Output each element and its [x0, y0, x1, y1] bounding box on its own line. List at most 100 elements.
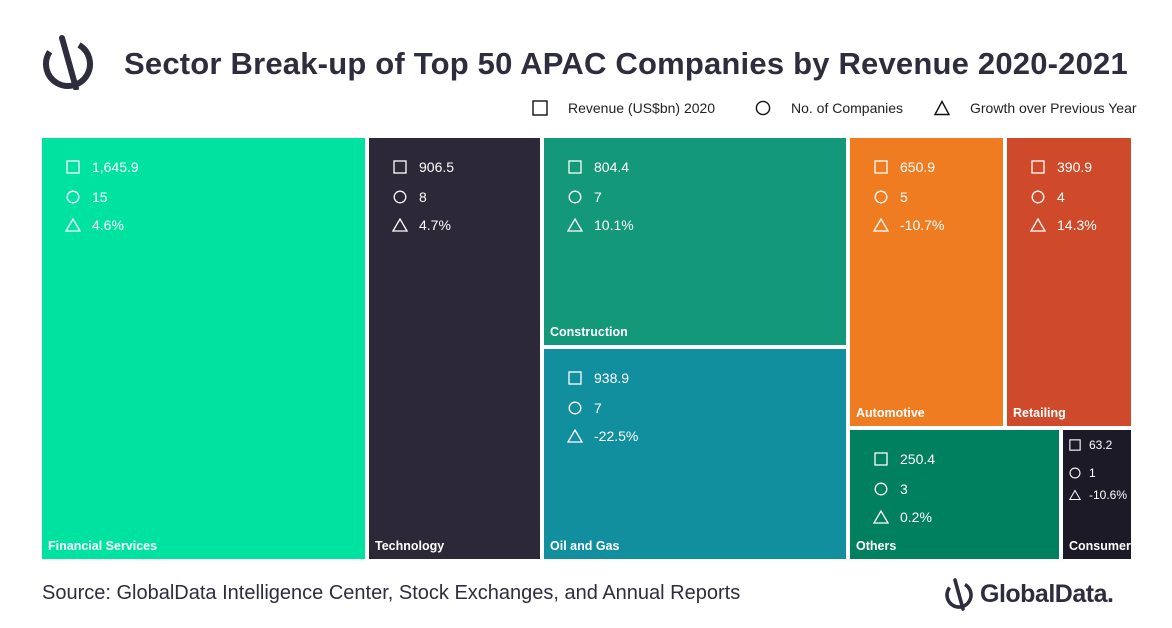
tile-label-oil-and-gas: Oil and Gas: [550, 539, 620, 553]
tile-label-financial-services: Financial Services: [48, 539, 158, 553]
construction-companies-row: 7: [566, 188, 602, 206]
others-companies-value: 3: [900, 481, 908, 497]
financial-services-revenue-row: 1,645.9: [64, 158, 139, 176]
consumer-growth-value: -10.6%: [1089, 488, 1128, 502]
tile-label-technology: Technology: [375, 539, 445, 553]
globaldata-logo-icon: [945, 578, 973, 611]
circle-icon: [566, 188, 584, 206]
legend-companies: No. of Companies: [755, 100, 903, 116]
consumer-growth-row: -10.6%: [1069, 488, 1127, 502]
legend-revenue: Revenue (US$bn) 2020: [532, 100, 715, 116]
triangle-icon: [566, 216, 584, 234]
retailing-revenue-value: 390.9: [1057, 159, 1093, 175]
circle-icon: [64, 188, 82, 206]
legend: Revenue (US$bn) 2020 No. of Companies Gr…: [530, 100, 1142, 120]
triangle-icon: [391, 216, 409, 234]
technology-companies-value: 8: [419, 189, 427, 205]
financial-services-revenue-value: 1,645.9: [92, 159, 139, 175]
treemap: 1,645.9 15 4.6% Financial Services 906.5 8 4.7…: [40, 136, 1133, 561]
consumer-revenue-row: 63.2: [1069, 438, 1112, 452]
treemap-tile-technology: 906.5 8 4.7% Technology: [367, 136, 542, 561]
technology-revenue-row: 906.5: [391, 158, 454, 176]
financial-services-companies-row: 15: [64, 188, 108, 206]
treemap-tile-retailing: 390.9 4 14.3% Retailing: [1005, 136, 1133, 428]
technology-growth-row: 4.7%: [391, 216, 451, 234]
oil-and-gas-companies-row: 7: [566, 399, 602, 417]
consumer-companies-value: 1: [1089, 466, 1096, 480]
triangle-icon: [872, 216, 890, 234]
retailing-revenue-row: 390.9: [1029, 158, 1092, 176]
source-note: Source: GlobalData Intelligence Center, …: [42, 582, 741, 604]
retailing-companies-row: 4: [1029, 188, 1065, 206]
circle-icon: [391, 188, 409, 206]
construction-revenue-row: 804.4: [566, 158, 629, 176]
circle-icon: [872, 480, 890, 498]
treemap-tile-construction: 804.4 7 10.1% Construction: [542, 136, 848, 347]
consumer-revenue-value: 63.2: [1089, 438, 1113, 452]
triangle-icon: [566, 427, 584, 445]
chart-title: Sector Break-up of Top 50 APAC Companies…: [124, 46, 1128, 81]
retailing-companies-value: 4: [1057, 189, 1065, 205]
tile-label-retailing: Retailing: [1013, 406, 1066, 420]
triangle-icon: [1069, 488, 1081, 502]
square-icon: [1029, 158, 1047, 176]
circle-icon: [1029, 188, 1047, 206]
square-icon: [64, 158, 82, 176]
others-revenue-value: 250.4: [900, 451, 936, 467]
triangle-icon: [934, 100, 950, 116]
tile-label-others: Others: [856, 539, 897, 553]
automotive-growth-row: -10.7%: [872, 216, 944, 234]
financial-services-growth-row: 4.6%: [64, 216, 124, 234]
automotive-companies-value: 5: [900, 189, 908, 205]
financial-services-growth-value: 4.6%: [92, 217, 124, 233]
legend-growth-label: Growth over Previous Year: [970, 100, 1137, 116]
construction-companies-value: 7: [594, 189, 602, 205]
treemap-tile-consumer: 63.2 1 -10.6% Consumer: [1061, 428, 1133, 561]
others-growth-value: 0.2%: [900, 509, 932, 525]
square-icon: [532, 100, 548, 116]
construction-growth-value: 10.1%: [594, 217, 634, 233]
technology-revenue-value: 906.5: [419, 159, 455, 175]
treemap-tile-oil-and-gas: 938.9 7 -22.5% Oil and Gas: [542, 347, 848, 561]
construction-revenue-value: 804.4: [594, 159, 630, 175]
automotive-companies-row: 5: [872, 188, 908, 206]
others-revenue-row: 250.4: [872, 450, 935, 468]
legend-growth: Growth over Previous Year: [934, 100, 1137, 116]
tile-label-consumer: Consumer: [1069, 539, 1131, 553]
retailing-growth-row: 14.3%: [1029, 216, 1097, 234]
square-icon: [1069, 438, 1081, 452]
circle-icon: [872, 188, 890, 206]
oil-and-gas-revenue-row: 938.9: [566, 369, 629, 387]
automotive-revenue-value: 650.9: [900, 159, 936, 175]
globaldata-logo-icon: [43, 35, 93, 90]
treemap-tile-automotive: 650.9 5 -10.7% Automotive: [848, 136, 1005, 428]
triangle-icon: [1029, 216, 1047, 234]
oil-and-gas-growth-row: -22.5%: [566, 427, 638, 445]
technology-companies-row: 8: [391, 188, 427, 206]
brand: GlobalData.: [944, 576, 1114, 612]
circle-icon: [755, 100, 771, 116]
legend-revenue-label: Revenue (US$bn) 2020: [568, 100, 716, 116]
consumer-companies-row: 1: [1069, 466, 1096, 480]
square-icon: [566, 369, 584, 387]
construction-growth-row: 10.1%: [566, 216, 634, 234]
brand-name: GlobalData.: [980, 579, 1114, 608]
square-icon: [872, 450, 890, 468]
automotive-revenue-row: 650.9: [872, 158, 935, 176]
tile-label-construction: Construction: [550, 325, 628, 339]
square-icon: [391, 158, 409, 176]
treemap-tile-financial-services: 1,645.9 15 4.6% Financial Services: [40, 136, 367, 561]
technology-growth-value: 4.7%: [419, 217, 451, 233]
automotive-growth-value: -10.7%: [900, 217, 945, 233]
triangle-icon: [64, 216, 82, 234]
legend-companies-label: No. of Companies: [791, 100, 904, 116]
financial-services-companies-value: 15: [92, 189, 108, 205]
oil-and-gas-companies-value: 7: [594, 400, 602, 416]
treemap-tile-others: 250.4 3 0.2% Others: [848, 428, 1061, 561]
oil-and-gas-growth-value: -22.5%: [594, 428, 639, 444]
others-growth-row: 0.2%: [872, 508, 932, 526]
circle-icon: [566, 399, 584, 417]
circle-icon: [1069, 466, 1081, 480]
triangle-icon: [872, 508, 890, 526]
retailing-growth-value: 14.3%: [1057, 217, 1097, 233]
